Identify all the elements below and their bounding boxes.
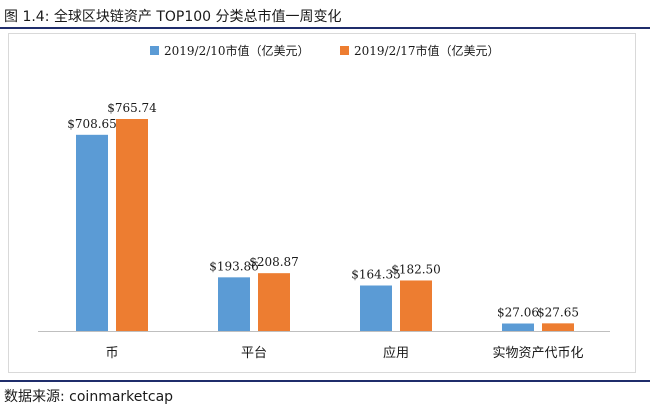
bar-2-series-2 [258, 273, 290, 331]
legend-label-2: 2019/2/17市值（亿美元） [354, 43, 500, 58]
value-label-2-series-2: $208.87 [249, 255, 299, 269]
category-label-1: 币 [105, 346, 118, 361]
legend-swatch-2 [340, 46, 349, 55]
bar-1-series-1 [76, 134, 108, 331]
title-divider [0, 27, 650, 29]
bar-1-series-2 [116, 119, 148, 331]
bar-4-series-1 [502, 323, 534, 331]
chart-frame [8, 33, 636, 373]
category-label-2: 平台 [241, 346, 267, 361]
bar-2-series-1 [218, 277, 250, 331]
value-label-3-series-1: $164.35 [351, 267, 401, 281]
bar-4-series-2 [542, 323, 574, 331]
bar-3-series-2 [400, 280, 432, 331]
value-label-2-series-1: $193.86 [209, 259, 259, 273]
value-label-3-series-2: $182.50 [391, 262, 441, 276]
category-label-3: 应用 [383, 345, 409, 361]
page-title: 图 1.4: 全球区块链资产 TOP100 分类总市值一周变化 [4, 9, 342, 25]
value-label-4-series-2: $27.65 [537, 305, 579, 319]
legend-swatch-1 [150, 46, 159, 55]
value-label-4-series-1: $27.06 [497, 306, 539, 320]
source-divider [0, 380, 650, 382]
source-note: 数据来源: coinmarketcap [4, 389, 174, 405]
category-label-4: 实物资产代币化 [492, 346, 583, 361]
value-label-1-series-2: $765.74 [107, 101, 157, 115]
bar-3-series-1 [360, 285, 392, 331]
value-label-1-series-1: $708.65 [67, 117, 117, 131]
legend-label-1: 2019/2/10市值（亿美元） [164, 43, 310, 58]
